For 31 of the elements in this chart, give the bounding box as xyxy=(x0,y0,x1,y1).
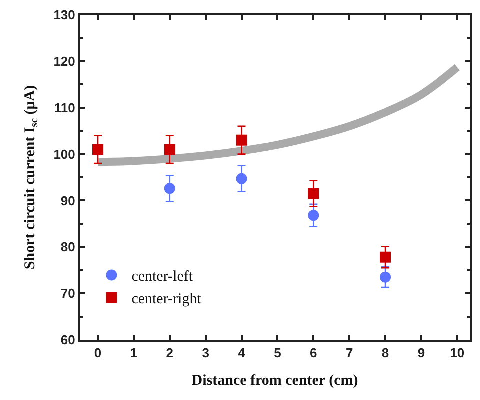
y-tick-label: 90 xyxy=(60,193,76,208)
point xyxy=(380,252,392,263)
x-tick-label: 7 xyxy=(346,346,354,361)
x-tick-label: 0 xyxy=(94,346,102,361)
x-tick-label: 9 xyxy=(418,346,426,361)
y-tick-label: 70 xyxy=(60,286,76,302)
y-tick-label: 100 xyxy=(54,146,76,162)
x-tick-label: 10 xyxy=(450,346,465,361)
x-tick-label: 4 xyxy=(238,346,246,361)
y-tick-label: 120 xyxy=(54,54,76,69)
legend-label: center-right xyxy=(132,292,202,308)
point xyxy=(236,173,248,184)
point xyxy=(236,134,248,146)
point xyxy=(92,144,104,156)
y-tick-label: 110 xyxy=(54,100,76,116)
point xyxy=(308,210,320,222)
x-tick-label: 3 xyxy=(202,346,210,361)
y-tick-label: 80 xyxy=(60,240,76,255)
y-tick-label: 130 xyxy=(54,8,76,23)
x-axis-title: Distance from center (cm) xyxy=(192,373,358,390)
point xyxy=(164,183,176,194)
x-tick-label: 5 xyxy=(274,346,282,361)
y-tick-label: 60 xyxy=(60,332,76,348)
x-tick-label: 8 xyxy=(382,346,390,361)
point xyxy=(308,188,320,200)
x-tick-label: 1 xyxy=(130,346,138,361)
x-tick-label: 6 xyxy=(310,346,318,361)
point xyxy=(164,144,176,156)
legend-label: center-left xyxy=(132,269,194,286)
point xyxy=(380,272,392,283)
x-tick-label: 2 xyxy=(166,346,174,361)
